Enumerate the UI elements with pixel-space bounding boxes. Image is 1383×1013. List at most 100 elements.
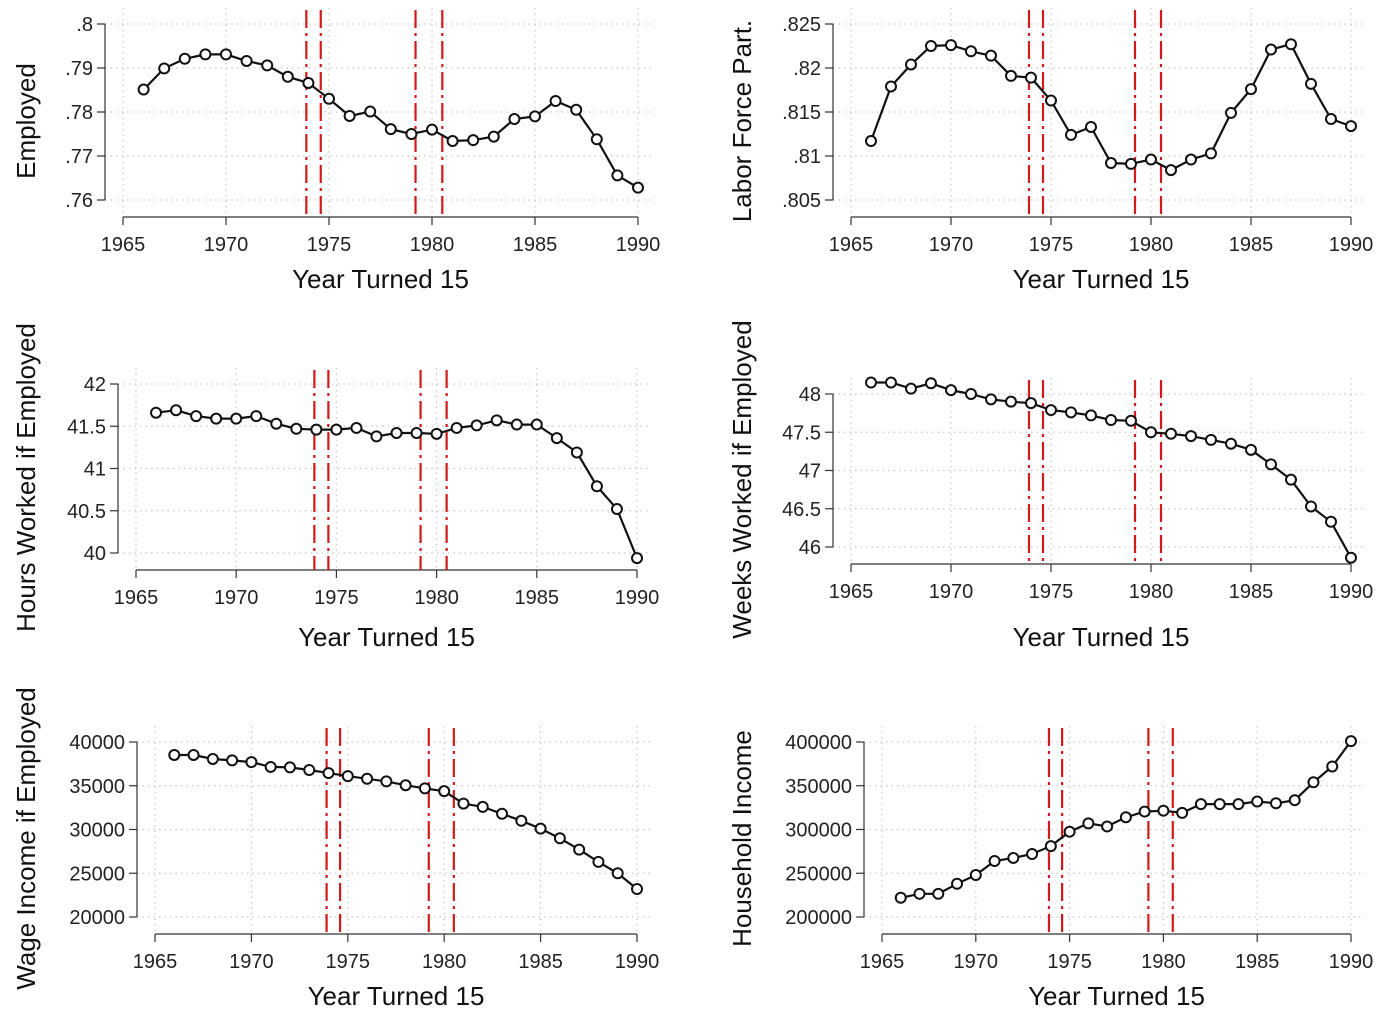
data-point bbox=[590, 133, 603, 146]
x-tick-label: 1975 bbox=[1029, 234, 1074, 256]
x-tick-label: 1975 bbox=[307, 234, 352, 256]
data-point bbox=[1232, 798, 1245, 811]
data-point bbox=[370, 430, 383, 443]
y-tick-label: 20000 bbox=[69, 907, 125, 929]
y-tick-label: .815 bbox=[782, 102, 821, 124]
x-tick-label: 1980 bbox=[1141, 951, 1186, 973]
data-point bbox=[290, 422, 303, 435]
data-point bbox=[303, 764, 316, 776]
x-tick-label: 1985 bbox=[1235, 951, 1280, 973]
data-point bbox=[410, 427, 423, 440]
x-tick-label: 1990 bbox=[615, 587, 660, 609]
x-tick-label: 1990 bbox=[1329, 581, 1374, 603]
data-point bbox=[150, 406, 163, 419]
data-point bbox=[450, 421, 463, 434]
data-point bbox=[592, 855, 605, 868]
data-point bbox=[510, 418, 523, 431]
data-point bbox=[380, 775, 393, 788]
y-tick-label: .79 bbox=[65, 58, 93, 80]
data-point bbox=[1045, 94, 1057, 107]
data-point bbox=[220, 48, 232, 61]
data-point bbox=[384, 123, 397, 136]
data-point bbox=[490, 414, 503, 427]
x-axis-title: Year Turned 15 bbox=[1013, 622, 1190, 652]
data-point bbox=[310, 423, 323, 436]
data-point bbox=[446, 135, 459, 148]
data-point bbox=[199, 48, 212, 61]
x-tick-label: 1975 bbox=[1047, 951, 1092, 973]
data-point bbox=[250, 410, 263, 423]
data-point bbox=[264, 760, 277, 773]
data-point bbox=[361, 772, 374, 785]
y-tick-label: 40.5 bbox=[67, 501, 106, 523]
x-tick-label: 1975 bbox=[1029, 581, 1074, 603]
data-point bbox=[206, 752, 219, 765]
data-point bbox=[230, 412, 243, 425]
data-point bbox=[467, 134, 480, 147]
data-point bbox=[1265, 458, 1277, 471]
x-tick-label: 1965 bbox=[829, 581, 874, 603]
data-point bbox=[925, 377, 937, 390]
data-point bbox=[1065, 128, 1077, 141]
data-point bbox=[210, 412, 223, 425]
data-point bbox=[158, 62, 171, 75]
data-point bbox=[1026, 848, 1039, 860]
data-point bbox=[430, 427, 443, 440]
data-point bbox=[330, 423, 343, 436]
y-tick-label: 41.5 bbox=[67, 416, 106, 438]
panel-hours-worked: 40 40.5 41 41.5 42 1965 1970 1975 1980 1985 1990 Ye… bbox=[11, 323, 659, 652]
data-point bbox=[865, 135, 877, 148]
data-point bbox=[913, 887, 926, 900]
data-point bbox=[1007, 851, 1020, 864]
y-tick-label: 48 bbox=[799, 384, 821, 406]
x-tick-label: 1985 bbox=[1229, 581, 1274, 603]
data-point bbox=[226, 754, 239, 767]
data-point bbox=[1213, 798, 1226, 811]
y-axis-title: Household Income bbox=[727, 730, 757, 947]
data-point bbox=[322, 767, 335, 780]
data-point bbox=[170, 404, 183, 417]
data-point bbox=[1225, 106, 1237, 119]
data-point bbox=[283, 761, 296, 774]
panel-weeks-worked: 46 46.5 47 47.5 48 1965 1970 1975 1980 1985 1990 Ye… bbox=[727, 320, 1373, 652]
data-point bbox=[1288, 794, 1301, 807]
x-tick-label: 1990 bbox=[1329, 234, 1374, 256]
data-point bbox=[487, 130, 500, 143]
data-point bbox=[1125, 414, 1137, 427]
data-point bbox=[885, 376, 897, 389]
y-tick-label: 35000 bbox=[69, 776, 125, 798]
y-tick-label: 350000 bbox=[785, 776, 852, 798]
data-point bbox=[945, 384, 957, 397]
x-tick-label: 1965 bbox=[133, 951, 178, 973]
data-point bbox=[496, 807, 509, 820]
data-point bbox=[418, 782, 431, 795]
data-point bbox=[470, 419, 483, 432]
data-point bbox=[905, 382, 917, 395]
data-point bbox=[932, 887, 945, 900]
x-axis-title: Year Turned 15 bbox=[308, 981, 485, 1011]
data-point bbox=[1082, 817, 1095, 830]
data-point bbox=[894, 891, 907, 904]
series-line bbox=[869, 42, 1352, 172]
data-point bbox=[865, 376, 877, 389]
data-point bbox=[1205, 147, 1217, 160]
data-point bbox=[925, 40, 937, 52]
y-tick-label: 400000 bbox=[785, 732, 852, 754]
data-point bbox=[261, 59, 274, 72]
data-point bbox=[476, 800, 489, 813]
data-point bbox=[1326, 760, 1339, 773]
data-point bbox=[1285, 473, 1297, 486]
data-point bbox=[965, 45, 977, 58]
x-tick-label: 1975 bbox=[326, 951, 371, 973]
data-point bbox=[1165, 164, 1177, 177]
data-point bbox=[631, 883, 643, 895]
data-point bbox=[590, 480, 603, 493]
data-point bbox=[1045, 404, 1057, 417]
y-axis-title: Hours Worked if Employed bbox=[11, 323, 41, 632]
panel-wage-income: 20000 25000 30000 35000 40000 1965 1970 1975 198… bbox=[11, 687, 659, 1011]
x-tick-label: 1970 bbox=[214, 587, 259, 609]
data-point bbox=[1157, 804, 1170, 817]
data-point bbox=[1225, 437, 1237, 450]
x-axis-title: Year Turned 15 bbox=[298, 622, 475, 652]
data-point bbox=[632, 181, 644, 194]
